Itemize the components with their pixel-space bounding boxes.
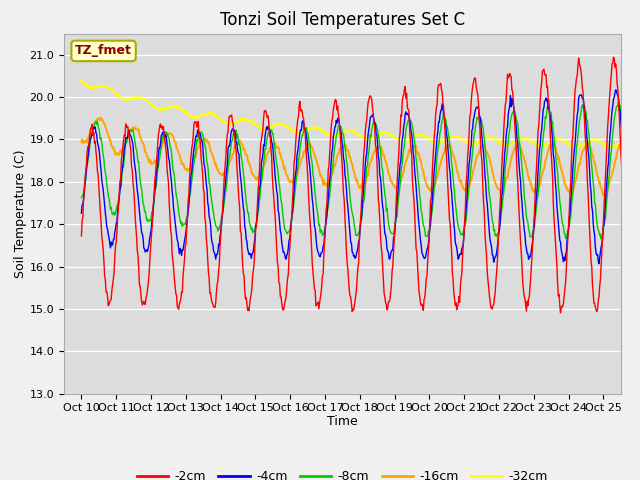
- Text: TZ_fmet: TZ_fmet: [75, 44, 132, 58]
- Title: Tonzi Soil Temperatures Set C: Tonzi Soil Temperatures Set C: [220, 11, 465, 29]
- X-axis label: Time: Time: [327, 415, 358, 428]
- Y-axis label: Soil Temperature (C): Soil Temperature (C): [13, 149, 27, 278]
- Legend: -2cm, -4cm, -8cm, -16cm, -32cm: -2cm, -4cm, -8cm, -16cm, -32cm: [132, 465, 553, 480]
